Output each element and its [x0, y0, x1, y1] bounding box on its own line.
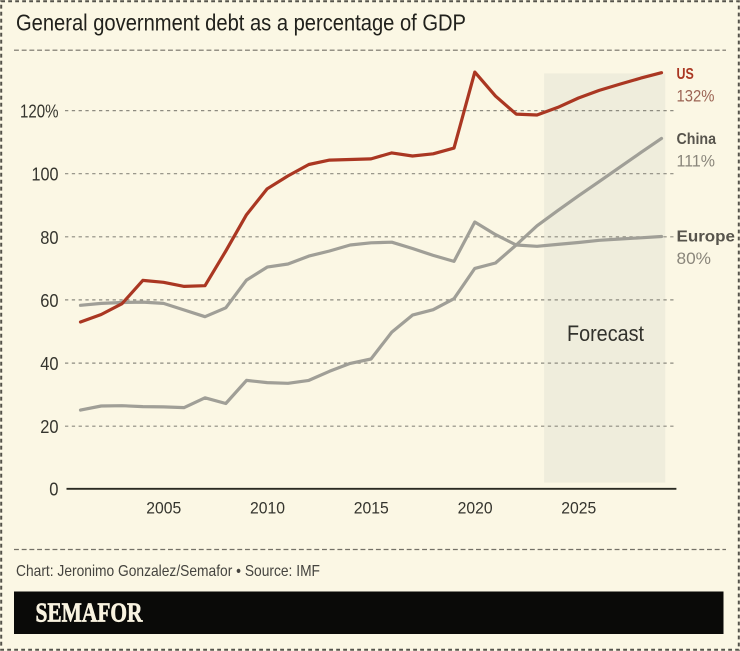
svg-text:2020: 2020 — [458, 500, 493, 518]
svg-text:2010: 2010 — [250, 500, 285, 518]
svg-text:General government debt as a p: General government debt as a percentage … — [16, 9, 466, 35]
svg-text:US: US — [677, 66, 695, 83]
svg-text:2015: 2015 — [354, 500, 389, 518]
svg-text:132%: 132% — [677, 87, 715, 105]
svg-text:Chart: Jeronimo Gonzalez/Semaf: Chart: Jeronimo Gonzalez/Semafor • Sourc… — [16, 563, 320, 580]
svg-text:111%: 111% — [677, 152, 716, 170]
svg-text:Europe: Europe — [677, 229, 736, 246]
svg-text:80%: 80% — [677, 250, 712, 268]
svg-text:China: China — [677, 131, 717, 148]
svg-text:2005: 2005 — [146, 500, 181, 518]
svg-text:20: 20 — [40, 416, 58, 437]
svg-text:Forecast: Forecast — [567, 321, 645, 346]
svg-text:60: 60 — [40, 290, 58, 311]
svg-text:SEMAFOR: SEMAFOR — [36, 597, 144, 628]
svg-text:0: 0 — [49, 479, 58, 500]
svg-text:2025: 2025 — [561, 500, 596, 518]
svg-text:120%: 120% — [20, 101, 59, 122]
svg-text:100: 100 — [32, 164, 59, 185]
svg-text:80: 80 — [40, 227, 58, 248]
svg-text:40: 40 — [40, 353, 58, 374]
